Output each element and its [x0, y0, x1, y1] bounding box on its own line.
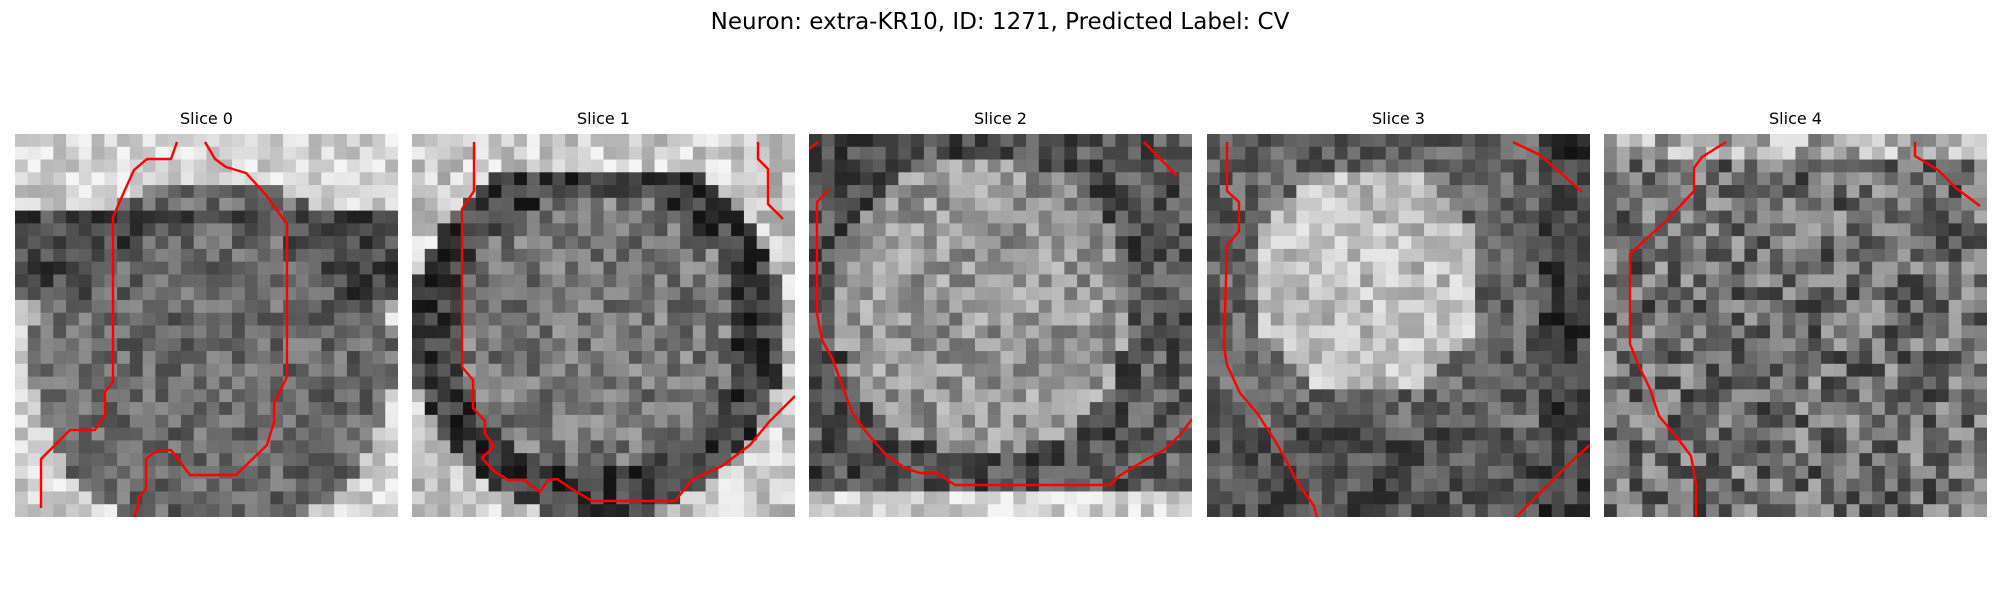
contour-line	[136, 141, 289, 507]
slice-title: Slice 3	[1372, 109, 1425, 128]
slice-image	[1207, 134, 1590, 517]
slice-image	[15, 134, 398, 517]
contour-line	[460, 142, 795, 503]
contour-line	[132, 506, 140, 517]
slice-title: Slice 4	[1769, 109, 1822, 128]
slice-image	[809, 134, 1192, 517]
slice-title: Slice 1	[577, 109, 630, 128]
contour-line	[1143, 141, 1178, 177]
slice-panel-1: Slice 1	[412, 108, 795, 517]
pixel-grid	[809, 134, 1192, 517]
pixel-grid	[412, 134, 795, 517]
slice-panel-4: Slice 4	[1604, 108, 1987, 517]
contour-line	[1628, 140, 1727, 517]
contour-line	[39, 141, 179, 508]
contour-line	[1913, 142, 1981, 207]
pixel-grid	[1207, 134, 1590, 517]
slice-image	[1604, 134, 1987, 517]
slice-panel-0: Slice 0	[15, 108, 398, 517]
slice-panel-2: Slice 2	[809, 108, 1192, 517]
pixel-grid	[1604, 134, 1987, 517]
slice-image	[412, 134, 795, 517]
contour-line	[756, 142, 784, 220]
contour-line	[809, 141, 819, 150]
slice-panel-3: Slice 3	[1207, 108, 1590, 517]
pixel-grid	[15, 134, 398, 517]
figure-title: Neuron: extra-KR10, ID: 1271, Predicted …	[710, 9, 1290, 35]
slice-title: Slice 2	[974, 109, 1027, 128]
contour-line	[815, 189, 1192, 487]
contour-line	[1514, 444, 1590, 517]
contour-line	[1512, 140, 1583, 193]
slice-title: Slice 0	[180, 109, 233, 128]
contour-line	[1222, 142, 1319, 517]
